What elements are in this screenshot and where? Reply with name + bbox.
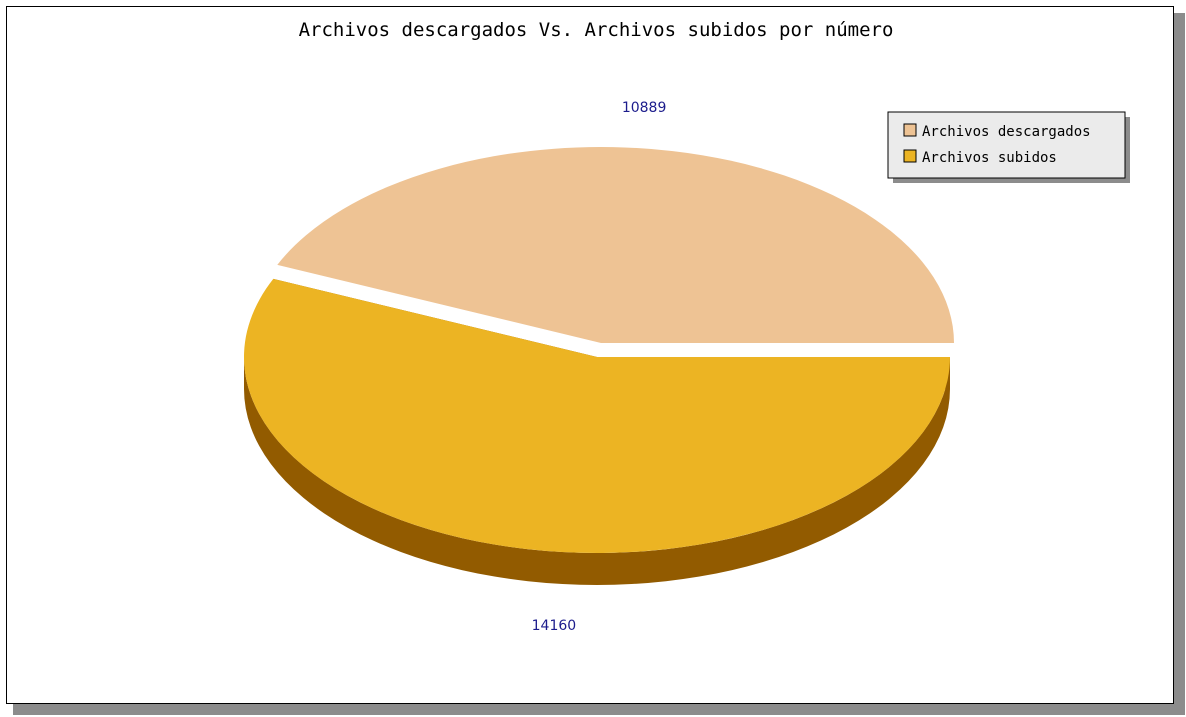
pie-group — [243, 147, 954, 585]
value-labels: 10889 14160 — [532, 100, 667, 634]
legend-swatch-archivos-subidos — [903, 149, 917, 163]
legend-label-archivos-subidos: Archivos subidos — [922, 150, 1057, 166]
value-label-archivos-descargados: 10889 — [622, 100, 667, 116]
pie-side-archivos-subidos — [244, 357, 950, 585]
value-label-archivos-subidos: 14160 — [532, 618, 577, 634]
chart-title: Archivos descargados Vs. Archivos subido… — [299, 19, 894, 41]
legend: Archivos descargados Archivos subidos — [887, 111, 1130, 183]
legend-box — [887, 111, 1126, 179]
legend-swatch-archivos-descargados — [903, 123, 917, 137]
pie-slice-archivos-descargados — [277, 147, 954, 343]
legend-label-archivos-descargados: Archivos descargados — [922, 124, 1091, 140]
pie-slice-archivos-subidos — [243, 278, 950, 554]
